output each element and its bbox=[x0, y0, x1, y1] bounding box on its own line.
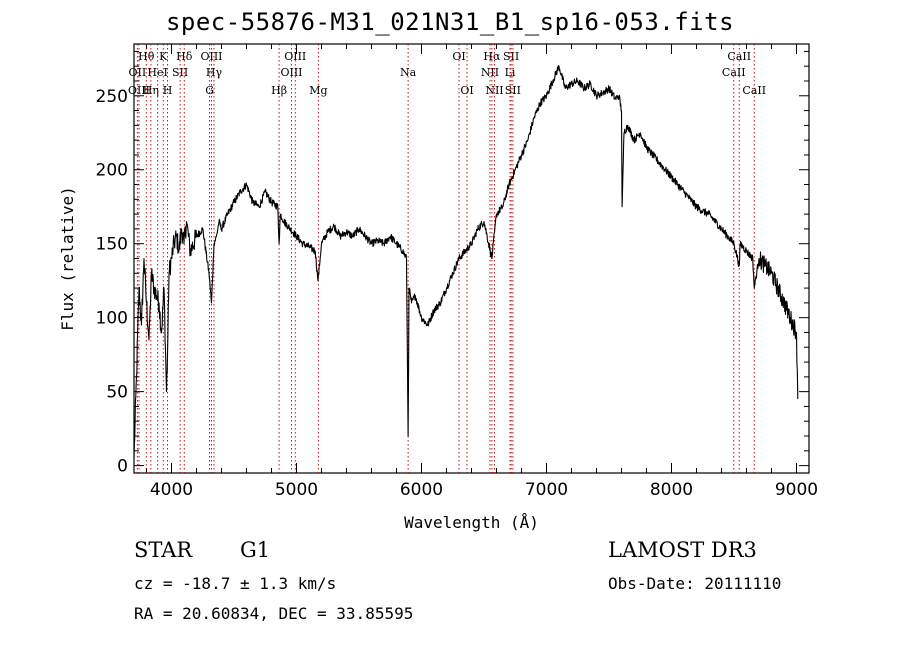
line-markers: Hθ OII OIII K HeI Hη H SII Hδ OIII Hγ G Hβ OIII OIII Mg… bbox=[128, 44, 766, 473]
object-type: STAR bbox=[134, 538, 193, 562]
x-axis-label: Wavelength (Å) bbox=[404, 513, 539, 532]
ra-dec-coordinates: RA = 20.60834, DEC = 33.85595 bbox=[134, 604, 414, 623]
line-marker-label: Na bbox=[400, 66, 417, 79]
line-marker-label: SII bbox=[505, 84, 521, 97]
line-marker-label: NII bbox=[481, 66, 499, 79]
line-marker-label: Mg bbox=[309, 84, 327, 97]
line-marker-label: OIII bbox=[280, 66, 302, 79]
y-tick-label: 250 bbox=[96, 87, 128, 107]
line-marker-label: Hγ bbox=[206, 66, 223, 79]
line-marker-label: NII bbox=[485, 84, 503, 97]
line-marker-label: Hα bbox=[483, 50, 501, 63]
x-tick-label: 7000 bbox=[525, 480, 568, 500]
line-marker-label: K bbox=[159, 50, 168, 63]
line-marker-label: SII bbox=[503, 50, 519, 63]
x-tick-label: 5000 bbox=[275, 480, 318, 500]
plot-frame bbox=[133, 43, 810, 474]
x-tick-label: 4000 bbox=[150, 480, 193, 500]
axes: 4000 5000 6000 7000 8000 9000 0 50 100 150 200 250 bbox=[96, 43, 818, 500]
y-axis-label: Flux (relative) bbox=[58, 186, 77, 331]
line-marker-label: OIII bbox=[128, 84, 150, 97]
line-marker-label: CaII bbox=[742, 84, 766, 97]
redshift-cz: cz = -18.7 ± 1.3 km/s bbox=[134, 574, 337, 593]
line-marker-label: OI bbox=[452, 50, 465, 63]
line-marker-label: H bbox=[163, 84, 173, 97]
line-marker-label: CaII bbox=[722, 66, 746, 79]
line-marker-label: G bbox=[205, 84, 214, 97]
line-marker-label: Hη bbox=[143, 84, 159, 97]
x-tick-label: 6000 bbox=[400, 480, 443, 500]
line-marker-label: SII bbox=[172, 66, 188, 79]
line-marker-label: OI bbox=[460, 84, 473, 97]
series-flux-line bbox=[133, 65, 799, 459]
x-tick-label: 9000 bbox=[775, 480, 818, 500]
line-marker-label: Hδ bbox=[176, 50, 193, 63]
line-marker-label: HeI bbox=[147, 66, 167, 79]
survey-name: LAMOST DR3 bbox=[608, 538, 757, 562]
observation-date: Obs-Date: 20111110 bbox=[608, 574, 782, 593]
x-tick-label: 8000 bbox=[650, 480, 693, 500]
y-tick-label: 0 bbox=[117, 457, 128, 477]
line-marker-label: Li bbox=[505, 66, 516, 79]
y-tick-label: 100 bbox=[96, 309, 128, 329]
line-marker-label: Hβ bbox=[271, 84, 287, 97]
series-layer bbox=[133, 65, 799, 459]
line-marker-label: OIII bbox=[200, 50, 222, 63]
line-marker-label: Hθ bbox=[138, 50, 155, 63]
line-marker-label: CaII bbox=[727, 50, 751, 63]
object-subclass: G1 bbox=[240, 538, 271, 562]
line-marker-label: OIII bbox=[284, 50, 306, 63]
chart-title: spec-55876-M31_021N31_B1_sp16-053.fits bbox=[165, 8, 735, 36]
y-tick-label: 200 bbox=[96, 161, 128, 181]
line-marker-label: OII bbox=[129, 66, 147, 79]
y-tick-label: 150 bbox=[96, 235, 128, 255]
y-tick-label: 50 bbox=[106, 383, 128, 403]
